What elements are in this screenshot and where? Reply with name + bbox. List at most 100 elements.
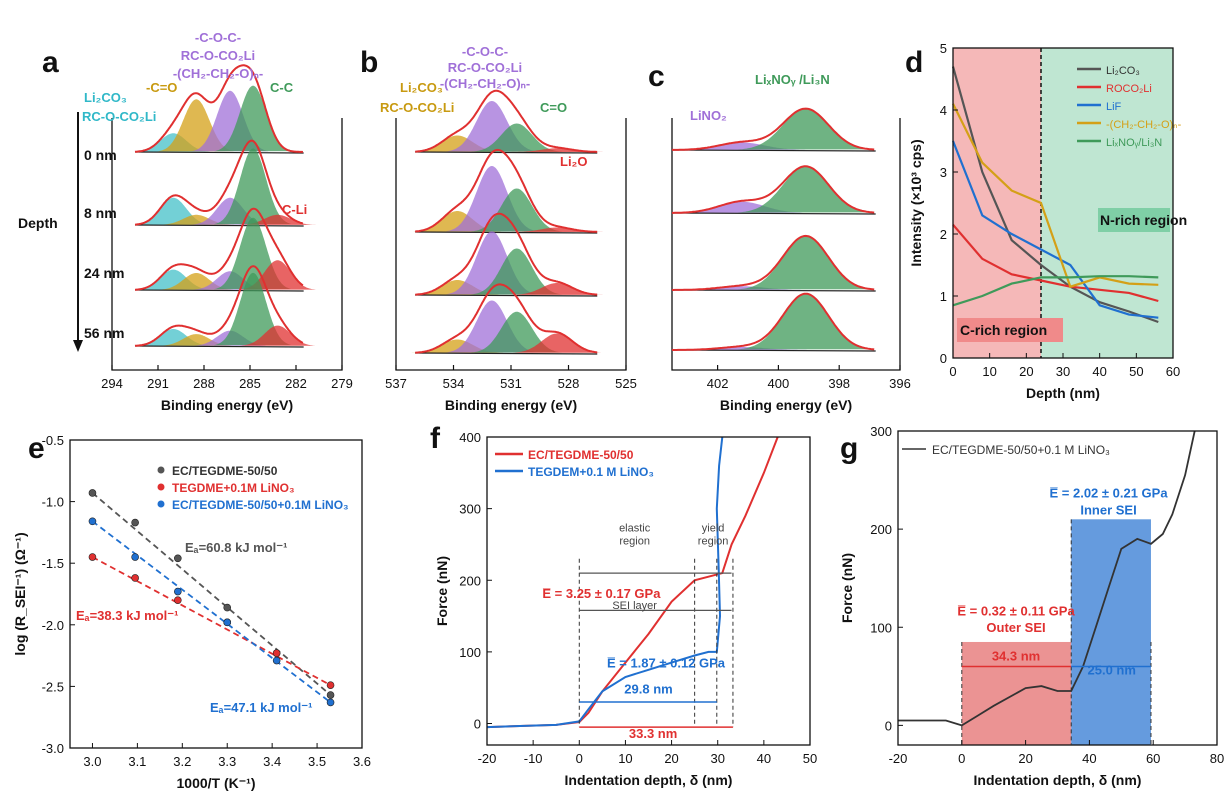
annotation-b-rcoco2li: RC-O-CO₂Li: [380, 100, 454, 115]
panel-e-ytick-label: -3.0: [42, 741, 64, 756]
series-line-2: [951, 140, 1159, 319]
panel-a-baseline: [134, 151, 304, 154]
panel-a-envelope: [134, 265, 304, 347]
panel-b-baseline: [415, 151, 598, 154]
panel-a-component-peak: [214, 148, 292, 225]
panel-e-xtick-label: 3.1: [128, 754, 146, 769]
data-point: [131, 574, 139, 582]
legend-label: TEGDME+0.1M LiNO₃: [172, 481, 295, 495]
panel-a-xtick-label: 291: [147, 376, 169, 391]
panel-d-ytick-label: 2: [940, 227, 947, 242]
panel-c-xlabel: Binding energy (eV): [720, 397, 852, 413]
panel-label-g: g: [840, 432, 858, 465]
panel-c-baseline: [671, 289, 876, 292]
panel-f-ytick-label: 400: [459, 430, 481, 445]
panel-b-component-peak: [511, 333, 603, 353]
panel-g-xtick-label: 0: [958, 751, 965, 766]
panel-a-xlabel: Binding energy (eV): [161, 397, 293, 413]
panel-d-ylabel: Intensity (×10³ cps): [908, 139, 924, 266]
panel-c-xtick-label: 402: [707, 376, 729, 391]
annotation-modulus-blue: E̅ = 1.87 ± 0.12 GPa: [607, 656, 726, 671]
legend-label: EC/TEGDME-50/50: [528, 448, 634, 462]
depth-axis-label: Depth: [18, 215, 58, 231]
panel-d-xtick-label: 40: [1092, 364, 1106, 379]
data-point: [326, 698, 335, 707]
annotation-outer-depth: 34.3 nm: [992, 649, 1040, 664]
panel-c-xtick-label: 396: [889, 376, 911, 391]
annotation-a-peo: -(CH₂-CH₂-O)ₙ-: [173, 66, 263, 81]
annotation-a-rcoco2li: RC-O-CO₂Li: [82, 109, 156, 124]
legend-label: LiₓNOᵧ/Li₃N: [1106, 137, 1162, 149]
data-point: [174, 554, 182, 563]
panel-f-frame: [486, 436, 811, 746]
panel-a-xtick-label: 282: [285, 376, 307, 391]
annotation-outer-modulus: E̅ = 0.32 ± 0.11 GPa: [957, 603, 1075, 618]
panel-a-component-peak: [238, 214, 316, 225]
data-point: [131, 553, 139, 561]
panel-b-xtick-label: 537: [385, 376, 407, 391]
panel-b-component-peak: [470, 248, 563, 295]
panel-b-envelope: [415, 89, 598, 153]
panel-b-xtick-label: 531: [500, 376, 522, 391]
data-point: [88, 553, 97, 561]
panel-c-component-peak: [737, 236, 873, 290]
legend-marker: [157, 466, 165, 474]
panel-c-component-peak: [737, 108, 873, 150]
panel-c-envelope: [672, 165, 875, 214]
panel-f-xtick-label: 30: [710, 751, 724, 766]
panel-f-xtick-label: 40: [757, 751, 771, 766]
legend-label: -(CH₂-CH₂-O)ₙ-: [1106, 119, 1182, 131]
legend-label: LiF: [1106, 101, 1122, 113]
panel-d-ytick-label: 3: [940, 165, 947, 180]
panel-d-ytick-label: 4: [940, 103, 947, 118]
panel-g-xtick-label: 60: [1146, 751, 1160, 766]
panel-b-baseline: [415, 352, 598, 355]
panel-c-envelope: [672, 234, 875, 291]
panel-g-xtick-label: 40: [1082, 751, 1096, 766]
annotation-a-li2co3: Li₂CO₃: [84, 90, 127, 105]
panel-a-component-peak: [238, 325, 316, 346]
data-point: [174, 587, 182, 596]
panel-g-xtick-label: -20: [889, 751, 908, 766]
panel-label-c: c: [648, 60, 665, 93]
panel-a-baseline: [134, 345, 304, 348]
depth-label: 56 nm: [84, 325, 124, 341]
panel-e-xtick-label: 3.5: [308, 754, 326, 769]
panel-c-component-peak: [737, 166, 873, 213]
legend-label: Li₂CO₃: [1106, 65, 1140, 77]
panel-a-baseline: [134, 224, 304, 227]
panel-a-baseline: [134, 289, 304, 292]
panel-c-xtick-label: 400: [768, 376, 790, 391]
panel-f-xtick-label: 10: [618, 751, 632, 766]
legend-marker: [157, 483, 165, 491]
data-point: [326, 681, 335, 689]
annotation-outer-sei: Outer SEI: [986, 620, 1045, 635]
panel-d-xtick-label: 10: [982, 364, 996, 379]
data-point: [223, 603, 232, 612]
data-point: [88, 489, 97, 497]
annotation-sei: SEI layer: [612, 600, 657, 612]
panel-a-envelope: [134, 64, 304, 153]
panel-c-baseline: [671, 212, 876, 215]
annotation-b-coc: -C-O-C-: [462, 44, 508, 59]
depth-label: 8 nm: [84, 205, 117, 221]
panel-f-xtick-label: 20: [664, 751, 678, 766]
panel-b-xtick-label: 528: [558, 376, 580, 391]
panel-g-xlabel: Indentation depth, δ (nm): [974, 772, 1142, 788]
data-point: [272, 649, 281, 657]
c-rich-region: [953, 48, 1041, 358]
annotation-b-li2o: Li₂O: [560, 154, 587, 169]
legend-label: ROCO₂Li: [1106, 83, 1152, 95]
panel-b-baseline: [415, 231, 598, 234]
annotation-inner-depth: 25.0 nm: [1088, 662, 1136, 677]
panel-g-ytick-label: 200: [870, 522, 892, 537]
panel-e-ylabel: log (R_SEI⁻¹) (Ω⁻¹): [12, 532, 28, 655]
panel-e-ytick-label: -1.5: [42, 556, 64, 571]
panel-d-ytick-label: 5: [940, 41, 947, 56]
annotation-b-rc: RC-O-CO₂Li: [448, 60, 522, 75]
panel-e-xtick-label: 3.3: [218, 754, 236, 769]
panel-e-frame: [69, 439, 363, 749]
ea-label-2: Eₐ=47.1 kJ mol⁻¹: [210, 700, 312, 715]
panel-g-ytick-label: 100: [870, 620, 892, 635]
panel-d-ytick-label: 0: [940, 351, 947, 366]
